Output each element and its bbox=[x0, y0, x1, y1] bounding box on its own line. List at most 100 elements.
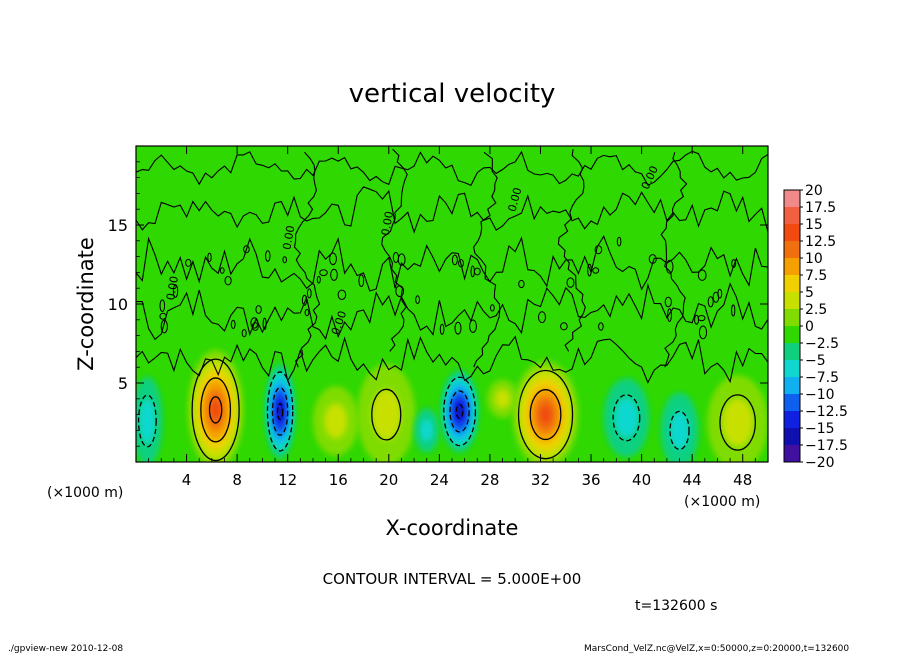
contour-line bbox=[473, 151, 501, 368]
colorbar-swatch bbox=[784, 394, 800, 412]
cell-ring bbox=[324, 403, 348, 439]
contour-line bbox=[458, 259, 464, 268]
colorbar-swatch bbox=[784, 428, 800, 446]
cell-ring bbox=[722, 398, 753, 447]
velocity-cell bbox=[707, 375, 768, 462]
contour-line bbox=[136, 335, 768, 384]
contour-line bbox=[518, 279, 525, 289]
contour-value-label: 0.00 bbox=[379, 210, 396, 236]
contour-line bbox=[454, 321, 462, 335]
cell-ring bbox=[211, 399, 221, 420]
colorbar-swatch bbox=[784, 309, 800, 327]
y-tick-label: 5 bbox=[118, 374, 128, 393]
contour-line bbox=[443, 376, 477, 447]
contour-line bbox=[665, 259, 674, 274]
contour-line bbox=[592, 267, 600, 274]
colorbar-label: −12.5 bbox=[805, 404, 848, 420]
contour-line bbox=[136, 150, 768, 187]
contour-line bbox=[697, 315, 706, 322]
contour-line bbox=[717, 288, 723, 299]
contour-line bbox=[230, 319, 236, 329]
contour-line bbox=[415, 295, 421, 305]
x-tick-label: 20 bbox=[379, 471, 398, 489]
contour-line bbox=[266, 371, 294, 452]
x-tick-label: 4 bbox=[182, 471, 192, 489]
colorbar-swatch bbox=[784, 445, 800, 463]
contour-line bbox=[276, 402, 284, 420]
colorbar-label: 20 bbox=[805, 183, 823, 199]
contour-line bbox=[381, 148, 408, 352]
contour-line bbox=[185, 258, 192, 267]
contour-line bbox=[319, 269, 328, 277]
contour-line bbox=[358, 274, 365, 288]
contour-line bbox=[598, 322, 604, 331]
contour-line bbox=[731, 259, 737, 268]
colorbar-swatch bbox=[784, 377, 800, 395]
contour-line bbox=[293, 151, 321, 368]
contour-line bbox=[255, 305, 262, 314]
x-unit-right: (×1000 m) bbox=[684, 494, 760, 510]
x-tick-label: 48 bbox=[733, 471, 752, 489]
colorbar-label: 2.5 bbox=[805, 302, 827, 318]
velocity-cell bbox=[487, 379, 518, 418]
colorbar-swatch bbox=[784, 224, 800, 242]
contour-value-label: 0.00 bbox=[164, 275, 181, 301]
colorbar-label: 7.5 bbox=[805, 268, 827, 284]
contour-line bbox=[451, 254, 458, 266]
velocity-cell bbox=[603, 378, 650, 458]
x-tick-label: 12 bbox=[278, 471, 297, 489]
contour-line bbox=[697, 269, 707, 281]
cell-ring bbox=[456, 404, 463, 419]
contour-line bbox=[262, 317, 267, 330]
contour-value-label: 0.00 bbox=[506, 186, 525, 213]
contour-line bbox=[449, 390, 470, 433]
contour-line bbox=[664, 296, 672, 308]
contour-line bbox=[560, 322, 568, 331]
colorbar-label: 17.5 bbox=[805, 200, 836, 216]
contour-interval-text: CONTOUR INTERVAL = 5.000E+00 bbox=[323, 570, 582, 588]
x-tick-label: 36 bbox=[581, 471, 600, 489]
x-tick-label: 8 bbox=[232, 471, 242, 489]
colorbar-label: 12.5 bbox=[805, 234, 836, 250]
colorbar-swatch bbox=[784, 411, 800, 429]
contour-line bbox=[392, 252, 399, 263]
contour-line bbox=[265, 250, 271, 262]
plot-area: 0.000.000.000.000.000.00 bbox=[136, 146, 768, 462]
cell-ring bbox=[139, 398, 155, 444]
x-tick-label: 28 bbox=[480, 471, 499, 489]
cell-ring bbox=[670, 411, 690, 450]
contour-line bbox=[160, 319, 168, 334]
contour-line bbox=[137, 394, 157, 448]
contour-line bbox=[731, 304, 736, 317]
contour-line bbox=[208, 396, 223, 424]
velocity-cell bbox=[136, 376, 163, 462]
colorbar-swatch bbox=[784, 292, 800, 310]
colorbar-swatch bbox=[784, 241, 800, 259]
colorbar-swatch bbox=[784, 258, 800, 276]
colorbar-label: 5 bbox=[805, 285, 814, 301]
velocity-cell bbox=[660, 392, 699, 462]
contour-line bbox=[660, 152, 688, 368]
contour-line bbox=[159, 312, 167, 320]
velocity-cells bbox=[136, 349, 768, 462]
contour-line bbox=[490, 304, 495, 312]
contour-line bbox=[719, 394, 757, 451]
colorbar-label: −5 bbox=[805, 353, 826, 369]
contour-line bbox=[207, 252, 212, 262]
contour-line bbox=[587, 263, 592, 277]
turbulent-contours bbox=[136, 148, 768, 384]
contour-line bbox=[136, 282, 768, 341]
velocity-cell bbox=[312, 386, 359, 456]
contour-line bbox=[330, 268, 338, 281]
contour-line bbox=[224, 276, 232, 286]
colorbar-label: −2.5 bbox=[805, 336, 839, 352]
contour-line bbox=[306, 288, 312, 299]
footer-right: MarsCond_VelZ.nc@VelZ,x=0:50000,z=0:2000… bbox=[584, 644, 849, 654]
cell-ring bbox=[420, 419, 434, 442]
colorbar-label: −7.5 bbox=[805, 370, 839, 386]
contour-value-label: 0.00 bbox=[280, 224, 297, 250]
contour-line bbox=[616, 236, 622, 247]
contour-line bbox=[250, 317, 259, 329]
colorbar-swatch bbox=[784, 190, 800, 208]
